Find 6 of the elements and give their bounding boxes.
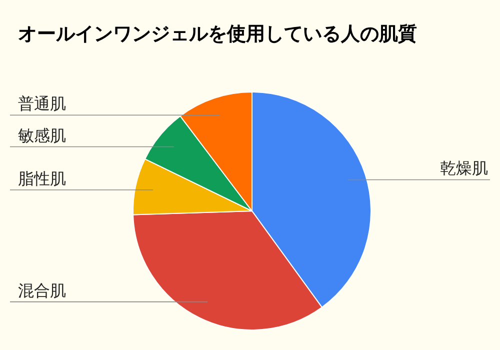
slice-label: 乾燥肌 [440, 158, 488, 178]
slice-label: 混合肌 [18, 280, 66, 300]
slice-label: 敏感肌 [18, 126, 66, 145]
chart-title: オールインワンジェルを使用している人の肌質 [18, 23, 417, 45]
slice-label: 脂性肌 [18, 168, 66, 188]
slice-label: 普通肌 [18, 94, 66, 114]
